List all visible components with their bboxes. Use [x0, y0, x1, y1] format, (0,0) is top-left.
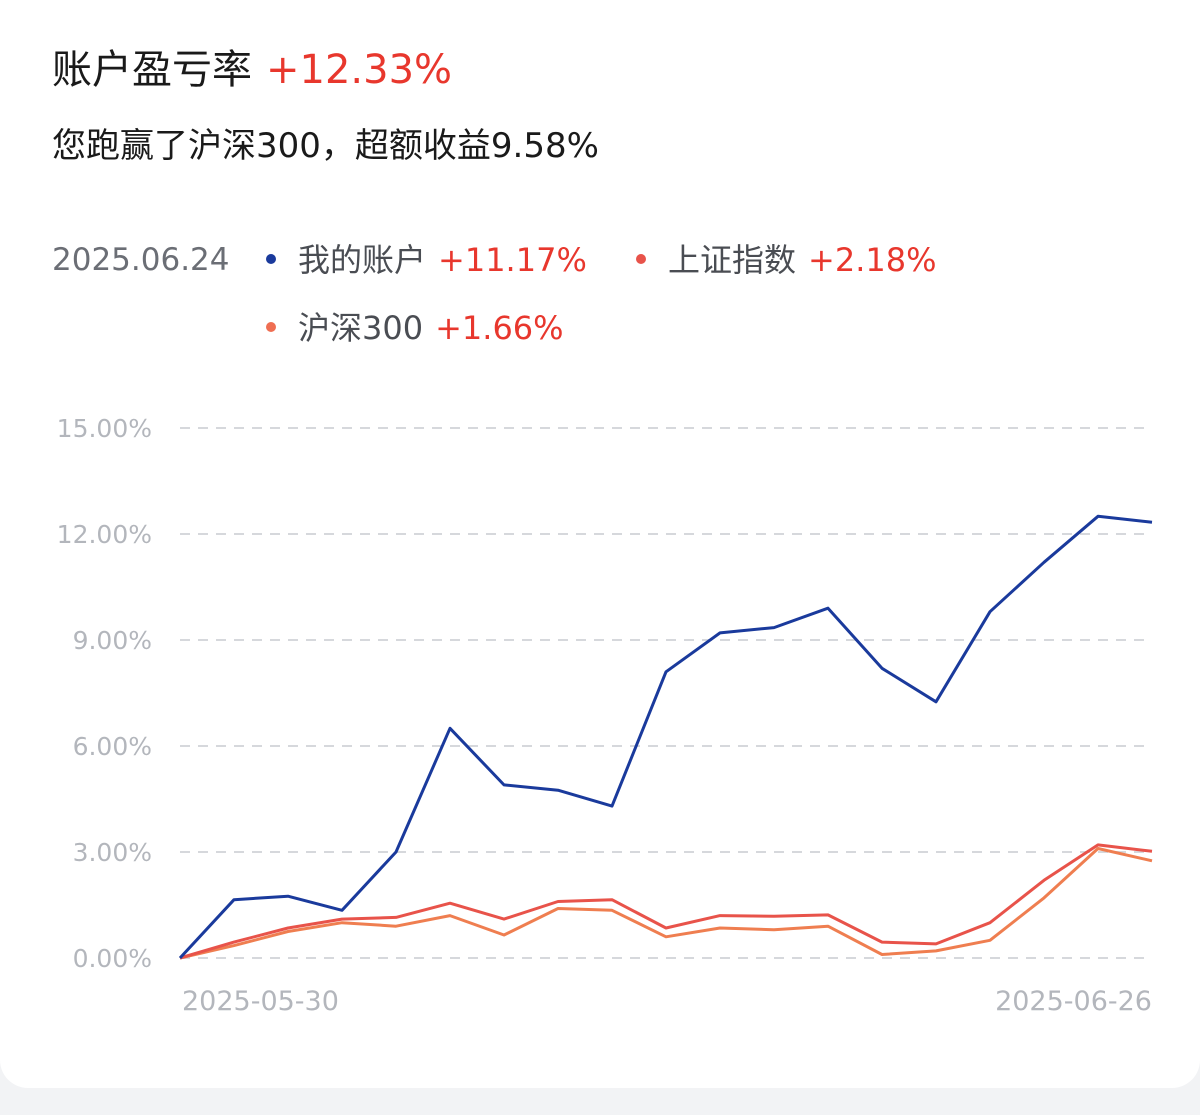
y-axis: 15.00% 12.00% 9.00% 6.00% 3.00% 0.00% — [57, 414, 152, 973]
profit-rate: +12.33% — [266, 47, 453, 93]
y-tick-label: 3.00% — [73, 838, 152, 867]
line-chart: 15.00% 12.00% 9.00% 6.00% 3.00% 0.00% 2025-05… — [57, 414, 1153, 1017]
series-line — [179, 843, 1153, 960]
y-tick-label: 0.00% — [73, 944, 152, 973]
grid — [180, 427, 1150, 959]
x-end-label: 2025-06-26 — [995, 986, 1152, 1017]
legend-label: 上证指数 — [668, 241, 797, 279]
legend-value: +1.66% — [435, 309, 564, 347]
series-line — [178, 514, 1153, 960]
legend-value: +11.17% — [438, 241, 587, 279]
y-tick-label: 9.00% — [73, 626, 152, 655]
series-line — [179, 847, 1153, 960]
legend-label: 沪深300 — [298, 309, 424, 347]
legend-date: 2025.06.24 — [52, 242, 230, 278]
chart-card: 账户盈亏率 +12.33% 您跑赢了沪深300，超额收益9.58% 2025.06… — [0, 0, 1200, 1088]
legend-label: 我的账户 — [298, 241, 427, 279]
excess-return-text: 您跑赢了沪深300，超额收益9.58% — [52, 126, 599, 166]
series-上证指数 — [179, 843, 1153, 960]
y-tick-label: 12.00% — [57, 520, 152, 549]
y-tick-label: 15.00% — [57, 414, 152, 443]
x-start-label: 2025-05-30 — [182, 986, 339, 1017]
series-我的账户 — [178, 514, 1153, 960]
legend-item-sse: 上证指数 +2.18% — [636, 236, 936, 284]
series-沪深300 — [179, 847, 1153, 960]
legend-item-account: 我的账户 +11.17% — [266, 236, 587, 284]
series-lines — [178, 514, 1153, 960]
legend-dot — [636, 254, 646, 264]
legend-item-csi300: 沪深300 +1.66% — [266, 304, 564, 352]
y-tick-label: 6.00% — [73, 732, 152, 761]
page-title: 账户盈亏率 — [52, 47, 252, 93]
title-row: 账户盈亏率 +12.33% — [52, 40, 452, 100]
legend-value: +2.18% — [808, 241, 937, 279]
legend-dot — [266, 322, 276, 332]
legend-dot — [266, 254, 276, 264]
